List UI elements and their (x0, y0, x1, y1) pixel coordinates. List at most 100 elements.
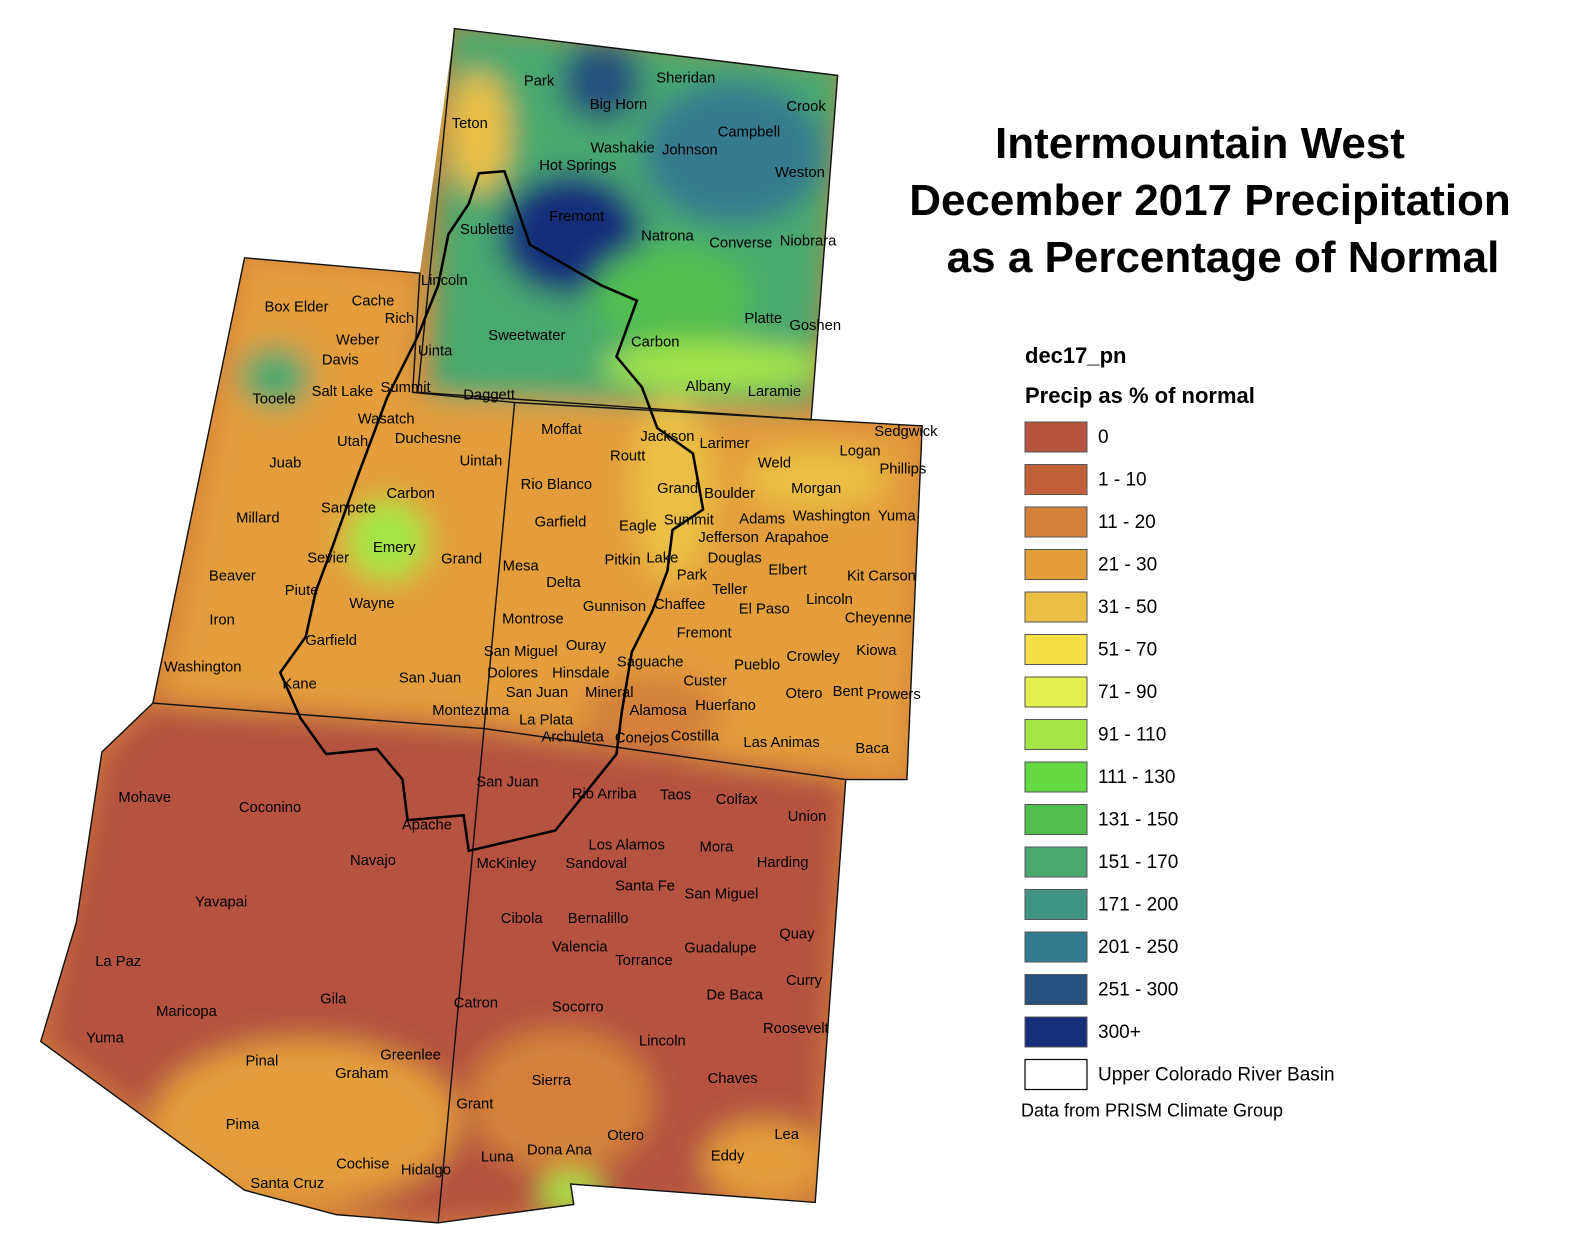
county-label: De Baca (706, 987, 763, 1003)
county-label: Logan (840, 443, 881, 459)
county-label: Grand (657, 481, 698, 497)
county-label: Las Animas (743, 735, 819, 751)
county-label: Yuma (86, 1030, 125, 1046)
county-label: Park (524, 73, 555, 89)
county-label: Weld (758, 456, 791, 472)
county-label: Hinsdale (552, 665, 609, 681)
county-label: Niobrara (780, 233, 837, 249)
county-label: Mineral (585, 685, 633, 701)
county-label: Goshen (789, 318, 841, 334)
county-label: Juab (269, 456, 301, 472)
county-label: Pueblo (734, 657, 780, 673)
county-label: San Miguel (484, 644, 558, 660)
county-label: San Juan (476, 774, 538, 790)
county-label: Eagle (619, 519, 657, 535)
county-label: Wasatch (358, 412, 415, 428)
county-label: Baca (855, 741, 889, 757)
county-label: Bent (833, 684, 863, 700)
county-label: Laramie (748, 384, 801, 400)
county-label: Garfield (305, 633, 357, 649)
county-label: Guadalupe (684, 941, 756, 957)
county-label: Salt Lake (312, 384, 374, 400)
county-label: Weston (775, 165, 825, 181)
legend-label: 71 - 90 (1098, 682, 1157, 703)
county-label: Otero (786, 686, 823, 702)
county-label: Emery (373, 540, 416, 556)
county-label: Greenlee (380, 1048, 441, 1064)
legend-swatch (1024, 974, 1088, 1005)
title-line: Intermountain West (995, 119, 1405, 168)
county-label: Cochise (336, 1157, 389, 1173)
county-label: Archuleta (541, 730, 604, 746)
legend-swatch (1024, 1016, 1088, 1048)
county-label: Luna (481, 1149, 515, 1165)
county-label: Huerfano (695, 698, 756, 714)
county-label: Teller (712, 582, 747, 598)
legend-label: 300+ (1098, 1022, 1141, 1043)
county-label: Box Elder (265, 300, 329, 316)
county-label: Pinal (245, 1054, 278, 1070)
legend-label: 151 - 170 (1098, 852, 1178, 873)
county-label: Maricopa (156, 1004, 218, 1020)
map-layer: Park Sheridan Big Horn Crook Teton Campbell Wa… (39, 27, 938, 1224)
county-label: Coconino (239, 800, 301, 816)
county-label: Albany (686, 379, 732, 395)
county-label: Wayne (349, 596, 394, 612)
county-label: Uinta (418, 343, 453, 359)
county-label: Santa Fe (615, 878, 675, 894)
county-label: Graham (335, 1066, 388, 1082)
county-label: Hot Springs (539, 158, 616, 174)
county-label: Bernalillo (568, 911, 629, 927)
county-label: Valencia (552, 940, 608, 956)
legend-swatch (1024, 634, 1088, 665)
legend-swatch (1024, 464, 1088, 495)
county-label: Roosevelt (763, 1021, 829, 1037)
legend-swatch (1024, 931, 1088, 963)
legend-swatch (1024, 761, 1088, 793)
county-label: Prowers (867, 687, 921, 703)
county-label: Sedgwick (874, 424, 938, 440)
county-label: Lincoln (639, 1033, 686, 1049)
county-label: Natrona (641, 228, 694, 244)
county-label: Davis (322, 353, 359, 369)
county-label: Mohave (118, 790, 171, 806)
county-label: Yuma (878, 509, 917, 525)
county-label: Lincoln (806, 592, 853, 608)
county-label: Socorro (552, 1000, 604, 1016)
legend-swatch (1024, 889, 1088, 920)
county-label: Dolores (487, 665, 538, 681)
county-label: La Plata (519, 712, 574, 728)
county-label: Montezuma (432, 703, 510, 719)
title-line: December 2017 Precipitation (909, 176, 1511, 225)
legend-swatch (1024, 506, 1088, 538)
title-line: as a Percentage of Normal (947, 233, 1500, 282)
county-label: Kane (282, 677, 317, 693)
county-label: Daggett (463, 387, 515, 403)
county-labels: Park Sheridan Big Horn Crook Teton Campbell Wa… (86, 70, 938, 1192)
county-label: Routt (610, 448, 645, 464)
county-label: Los Alamos (589, 838, 665, 854)
county-label: San Juan (506, 685, 568, 701)
legend-label: 1 - 10 (1098, 470, 1147, 491)
county-label: Adams (739, 512, 785, 528)
county-label: Quay (779, 926, 815, 942)
county-label: Millard (236, 511, 279, 527)
county-label: Duchesne (395, 431, 462, 447)
county-label: Grant (456, 1097, 493, 1113)
county-label: Grand (441, 551, 482, 567)
county-label: Iron (209, 612, 234, 628)
county-label: Alamosa (630, 703, 688, 719)
county-label: Fremont (677, 626, 732, 642)
precip-surface (40, 28, 923, 1223)
county-label: Arapahoe (765, 530, 829, 546)
county-label: Hidalgo (401, 1163, 451, 1179)
legend-swatch (1024, 1058, 1088, 1091)
county-label: Uintah (460, 454, 503, 470)
county-label: Sierra (532, 1073, 572, 1089)
county-label: Platte (744, 311, 782, 327)
county-label: Summit (664, 513, 714, 529)
legend: dec17_pn Precip as % of normal 0 1 - 10 11… (1021, 343, 1335, 1120)
county-label: La Paz (95, 954, 141, 970)
legend-swatch (1024, 421, 1088, 453)
